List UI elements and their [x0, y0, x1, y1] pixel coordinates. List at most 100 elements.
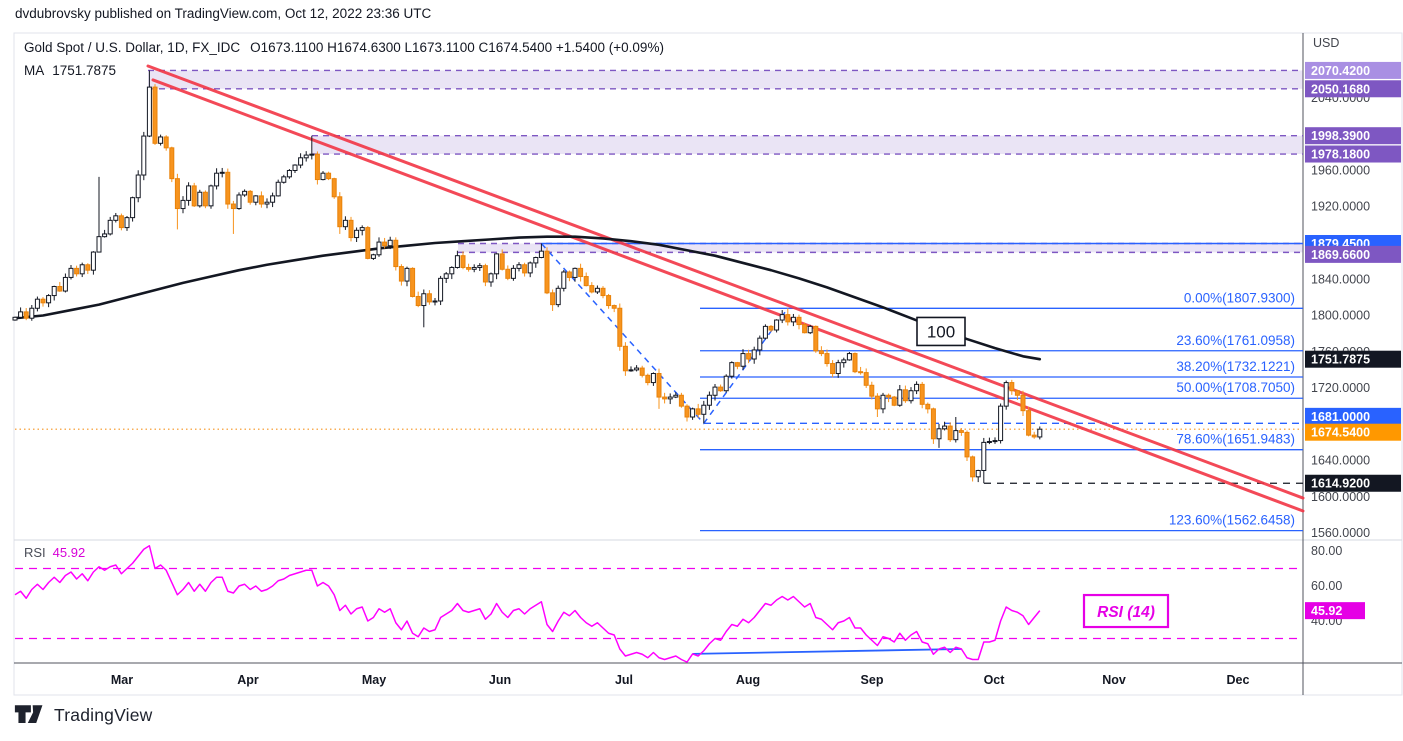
candle — [415, 291, 421, 308]
candle-body — [673, 394, 679, 398]
candle — [650, 372, 656, 386]
candle — [12, 316, 18, 321]
candle-body — [975, 469, 981, 478]
candle-body — [214, 172, 220, 187]
candle — [785, 308, 791, 326]
candle — [270, 192, 276, 208]
candle-body — [393, 239, 399, 268]
rsi-pane[interactable]: RSI (14) — [14, 545, 1303, 663]
candle-body — [1037, 428, 1043, 438]
candle-body — [824, 353, 830, 365]
candle-body — [880, 394, 886, 410]
candle — [701, 400, 707, 424]
candle — [488, 272, 494, 287]
candle — [393, 237, 399, 271]
candle — [740, 349, 746, 370]
candle-body — [684, 405, 690, 418]
candle-body — [729, 362, 735, 377]
price-tick-label: 1560.0000 — [1311, 526, 1370, 540]
candle-body — [695, 408, 701, 415]
candle-body — [376, 241, 382, 256]
candle-body — [908, 390, 914, 402]
candle — [219, 167, 225, 178]
candle-body — [488, 273, 494, 283]
candle-body — [270, 195, 276, 203]
candle — [835, 359, 841, 378]
candle-body — [1009, 382, 1015, 392]
candle-body — [471, 266, 477, 270]
price-pane[interactable]: 0.00%(1807.9300) 23.60%(1761.0958) 38.20%(… — [12, 64, 1305, 532]
candle-body — [886, 394, 892, 398]
candle — [1031, 431, 1037, 439]
candle — [522, 262, 528, 277]
price-badge-label: 1751.7875 — [1311, 353, 1370, 367]
candle-body — [219, 171, 225, 174]
time-axis[interactable]: Mar Apr May Jun Jul Aug Sep Oct Nov Dec — [111, 673, 1250, 687]
month-label: Dec — [1227, 673, 1250, 687]
candle-body — [914, 383, 920, 392]
candle-body — [107, 219, 113, 235]
price-badge — [1305, 145, 1401, 163]
candle-body — [706, 394, 712, 406]
candle — [314, 151, 320, 185]
candle-body — [466, 266, 472, 270]
candle — [191, 182, 197, 207]
candle-body — [258, 195, 264, 205]
price-axis[interactable]: USD2040.00001960.00001920.00001840.00001… — [1305, 36, 1401, 628]
candle — [690, 407, 696, 420]
candle — [617, 303, 623, 351]
candle-body — [701, 404, 707, 415]
candle-body — [544, 250, 550, 294]
candle-body — [790, 316, 796, 323]
candle-body — [650, 373, 656, 384]
candle — [908, 387, 914, 404]
candle — [925, 402, 931, 414]
candle-body — [718, 386, 724, 392]
candle-body — [818, 350, 824, 355]
candle-body — [186, 185, 192, 201]
candle-body — [365, 227, 371, 259]
candle-body — [667, 396, 673, 400]
candle — [387, 236, 393, 250]
month-label: Jul — [615, 673, 633, 687]
candle-body — [516, 264, 522, 269]
price-tick-label: 1800.0000 — [1311, 309, 1370, 323]
candle-body — [230, 203, 236, 210]
candle-body — [622, 345, 628, 372]
candle — [449, 266, 455, 280]
candle-body — [169, 147, 175, 180]
candle — [90, 251, 96, 275]
price-badge — [1305, 61, 1401, 79]
candle — [404, 266, 410, 287]
candle — [611, 304, 617, 313]
tradingview-brand-text[interactable]: TradingView — [54, 704, 153, 725]
candle — [914, 381, 920, 395]
candle — [1003, 380, 1009, 410]
candle-body — [141, 135, 147, 176]
price-tick-label: 1600.0000 — [1311, 490, 1370, 504]
candle-body — [600, 287, 606, 297]
rsi-tick-label: 80.00 — [1311, 544, 1342, 558]
candle — [410, 267, 416, 298]
candle — [863, 368, 869, 388]
candle — [807, 324, 813, 335]
candle — [426, 290, 432, 305]
candle — [494, 253, 500, 280]
candle-body — [998, 405, 1004, 442]
price-axis-currency-label: USD — [1313, 36, 1339, 50]
candle — [286, 169, 292, 179]
candle-body — [124, 217, 130, 229]
candle-body — [589, 285, 595, 293]
candle-body — [538, 250, 544, 259]
candle-body — [281, 176, 287, 183]
candle-body — [1020, 394, 1026, 412]
price-badge-label: 1681.0000 — [1311, 410, 1370, 424]
candle-body — [992, 440, 998, 443]
tradingview-logo-icon[interactable] — [14, 704, 46, 726]
candle — [796, 314, 802, 330]
candle-body — [370, 254, 376, 259]
candle-body — [762, 325, 768, 339]
candle — [258, 191, 264, 208]
candle — [281, 174, 287, 184]
